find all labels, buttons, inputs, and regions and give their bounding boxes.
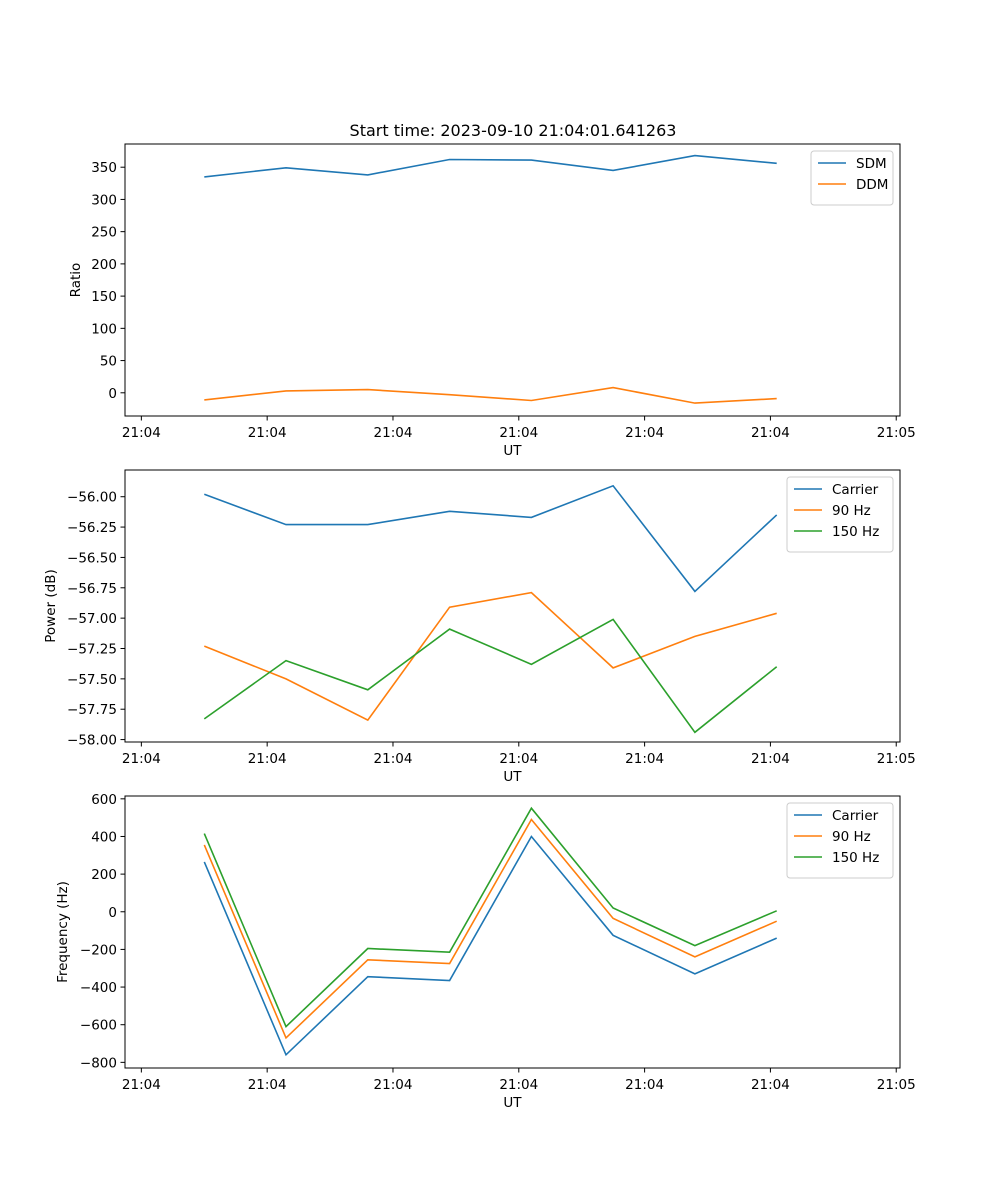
- chart-1-series-150-hz-line: [203, 618, 778, 734]
- ratio-subplot: 21:04 21:04 21:04 21:04 21:04 21:04 21:05 0 50 10…: [68, 143, 916, 459]
- chart-0-y-tick-label: 0: [108, 386, 117, 402]
- chart-0-x-tick-label: 21:04: [248, 425, 287, 441]
- chart-0-x-tick-label: 21:04: [122, 425, 161, 441]
- chart-0-x-axis-label: UT: [503, 443, 522, 459]
- chart-1-series-carrier-line: [204, 484, 778, 593]
- chart-2-series-carrier-line: [203, 835, 778, 1057]
- chart-0-y-tick-label: 250: [91, 225, 117, 241]
- chart-2-frame: [124, 795, 901, 1069]
- chart-0-series-ddm-line: [204, 386, 777, 404]
- chart-1-x-axis-label: UT: [503, 769, 522, 785]
- chart-0-x-tick-label: 21:04: [625, 425, 664, 441]
- chart-1-legend-box: [786, 476, 894, 553]
- chart-2-x-tick-label: 21:04: [374, 1077, 413, 1093]
- chart-0-y-tick-label: 150: [91, 289, 117, 305]
- chart-2-y-tick-label: −800: [80, 1055, 117, 1071]
- chart-2-x-tick-label: 21:04: [625, 1077, 664, 1093]
- chart-0-y-tick-label: 300: [91, 192, 117, 208]
- chart-1-x-tick-label: 21:04: [499, 751, 538, 767]
- chart-1-y-tick-label: −56.75: [67, 581, 117, 597]
- chart-1-y-tick-label: −56.50: [67, 550, 117, 566]
- chart-2-x-tick-label: 21:04: [499, 1077, 538, 1093]
- chart-1-series-90-hz-line: [204, 591, 777, 722]
- chart-2-legend-label: Carrier: [832, 808, 879, 824]
- chart-2-x-tick-label: 21:05: [877, 1077, 916, 1093]
- chart-1-legend: Carrier 90 Hz 150 Hz: [786, 476, 894, 553]
- chart-0-y-tick-label: 200: [91, 257, 117, 273]
- chart-2-x-tick-label: 21:04: [248, 1077, 287, 1093]
- chart-1-y-tick-label: −57.50: [67, 672, 117, 688]
- chart-1-frame: [124, 469, 901, 743]
- chart-2-legend-label: 150 Hz: [832, 850, 879, 866]
- chart-1-legend-label: Carrier: [832, 482, 879, 498]
- chart-0-legend-label: DDM: [856, 177, 888, 193]
- chart-2-series-90-hz-line: [203, 818, 778, 1040]
- chart-2-legend-label: 90 Hz: [832, 829, 871, 845]
- chart-1-x-tick-label: 21:05: [877, 751, 916, 767]
- chart-2-y-tick-label: −200: [80, 942, 117, 958]
- chart-0-frame: [124, 143, 901, 417]
- chart-2-legend: Carrier 90 Hz 150 Hz: [786, 802, 894, 879]
- chart-1-y-tick-label: −57.75: [67, 702, 117, 718]
- chart-0-x-tick-label: 21:04: [751, 425, 790, 441]
- chart-0-y-axis-label: Ratio: [68, 263, 84, 298]
- chart-2-y-tick-label: −600: [80, 1018, 117, 1034]
- chart-2-legend-box: [786, 802, 894, 879]
- chart-0-legend: SDM DDM: [810, 150, 894, 206]
- chart-2-x-tick-label: 21:04: [122, 1077, 161, 1093]
- chart-1-x-tick-label: 21:04: [751, 751, 790, 767]
- chart-0-series-sdm-line: [204, 154, 777, 178]
- chart-1-legend-label: 150 Hz: [832, 524, 879, 540]
- chart-1-y-axis-label: Power (dB): [43, 569, 59, 642]
- chart-1-y-tick-label: −56.00: [67, 490, 117, 506]
- chart-2-y-tick-label: 0: [108, 905, 117, 921]
- chart-0-legend-box: [810, 150, 894, 206]
- chart-1-y-tick-label: −56.25: [67, 520, 117, 536]
- chart-1-y-tick-label: −57.00: [67, 611, 117, 627]
- chart-0-x-tick-label: 21:05: [877, 425, 916, 441]
- chart-1-x-tick-label: 21:04: [122, 751, 161, 767]
- chart-2-x-axis-label: UT: [503, 1095, 522, 1111]
- chart-2-y-tick-label: 600: [91, 792, 117, 808]
- power-subplot: 21:04 21:04 21:04 21:04 21:04 21:04 21:05 −58.0…: [43, 469, 916, 785]
- chart-2-series-150-hz-line: [203, 806, 778, 1028]
- chart-1-y-tick-label: −57.25: [67, 642, 117, 658]
- chart-2-x-tick-label: 21:04: [751, 1077, 790, 1093]
- chart-0-x-tick-label: 21:04: [499, 425, 538, 441]
- chart-1-x-tick-label: 21:04: [625, 751, 664, 767]
- chart-0-y-tick-label: 50: [100, 354, 117, 370]
- chart-1-x-tick-label: 21:04: [374, 751, 413, 767]
- chart-title: Start time: 2023-09-10 21:04:01.641263: [350, 121, 677, 140]
- chart-1-legend-label: 90 Hz: [832, 503, 871, 519]
- chart-0-y-tick-label: 350: [91, 160, 117, 176]
- chart-0-legend-label: SDM: [856, 156, 887, 172]
- chart-2-y-tick-label: 200: [91, 867, 117, 883]
- chart-1-x-tick-label: 21:04: [248, 751, 287, 767]
- chart-0-x-tick-label: 21:04: [374, 425, 413, 441]
- chart-0-y-tick-label: 100: [91, 321, 117, 337]
- chart-2-y-tick-label: −400: [80, 980, 117, 996]
- chart-2-y-axis-label: Frequency (Hz): [55, 881, 71, 983]
- chart-1-y-tick-label: −58.00: [67, 733, 117, 749]
- chart-2-y-tick-label: 400: [91, 829, 117, 845]
- frequency-subplot: 21:04 21:04 21:04 21:04 21:04 21:04 21:05 −800 −…: [55, 792, 916, 1111]
